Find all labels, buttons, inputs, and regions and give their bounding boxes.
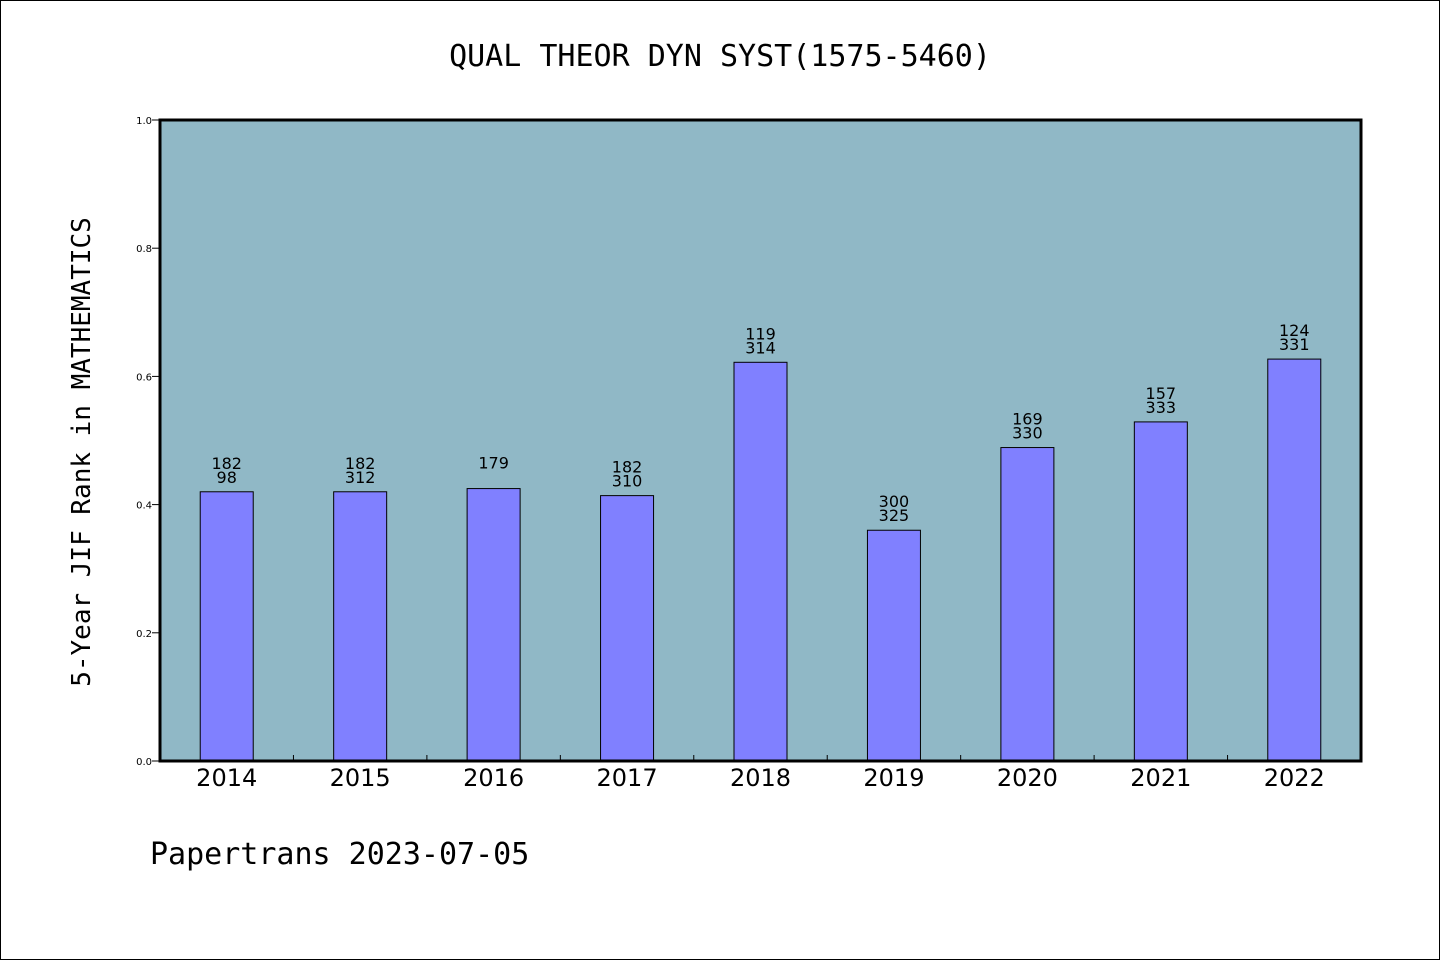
bar-label-bottom: 325 [879, 506, 910, 525]
bar-label-top: 179 [478, 454, 509, 473]
y-tick-label: 0.2 [136, 629, 152, 640]
x-tick-label: 2020 [997, 764, 1058, 792]
y-axis-ticks: 0.0 0.2 0.4 0.6 0.8 1.0 [136, 116, 160, 768]
bar-label-bottom: 312 [345, 468, 376, 487]
x-tick-label: 2018 [730, 764, 791, 792]
bar-2014 [199, 491, 254, 762]
bar-label-top: 169 [1012, 410, 1043, 429]
y-tick-label: 0.4 [136, 501, 152, 512]
bar-label-bottom: 310 [612, 472, 643, 491]
chart-title: QUAL THEOR DYN SYST(1575-5460) [449, 39, 991, 74]
y-tick-label: 0.6 [136, 372, 152, 383]
bar-2021 [1133, 421, 1188, 762]
x-axis-ticks: 2014 2015 2016 2017 2018 2019 2020 2021 2022 [196, 755, 1325, 792]
y-tick-label: 0.8 [136, 244, 152, 255]
y-tick-label: 0.0 [136, 757, 152, 768]
bar-label-bottom: 331 [1279, 335, 1310, 354]
plot-border [158, 118, 1363, 763]
bar-label-top: 300 [879, 492, 910, 511]
x-tick-label: 2015 [330, 764, 391, 792]
bar-label-bottom: 98 [217, 468, 237, 487]
bar-2022 [1267, 358, 1322, 762]
bar-label-bottom: 314 [745, 338, 776, 357]
bar-2016 [466, 488, 521, 762]
bar-2018 [733, 361, 788, 762]
x-tick-label: 2021 [1130, 764, 1191, 792]
bar-2017 [600, 495, 655, 762]
bar-label-top: 124 [1279, 321, 1310, 340]
bar-2019 [866, 529, 921, 762]
bar-label-bottom: 330 [1012, 424, 1043, 443]
bar-label-top: 182 [211, 454, 242, 473]
footer-credit: Papertrans 2023-07-05 [150, 837, 529, 872]
bar-2020 [1000, 447, 1055, 762]
bar-label-bottom: 333 [1146, 398, 1177, 417]
bar-label-top: 119 [745, 324, 776, 343]
bar-2015 [333, 491, 388, 762]
bar-label-top: 182 [345, 454, 376, 473]
x-tick-label: 2022 [1264, 764, 1325, 792]
x-tick-label: 2014 [196, 764, 257, 792]
x-tick-label: 2017 [597, 764, 658, 792]
bar-label-top: 157 [1146, 384, 1177, 403]
y-axis-label: 5-Year JIF Rank in MATHEMATICS [67, 217, 97, 687]
x-tick-label: 2016 [463, 764, 524, 792]
bar-label-top: 182 [612, 458, 643, 477]
x-tick-label: 2019 [863, 764, 924, 792]
y-tick-label: 1.0 [136, 116, 152, 127]
